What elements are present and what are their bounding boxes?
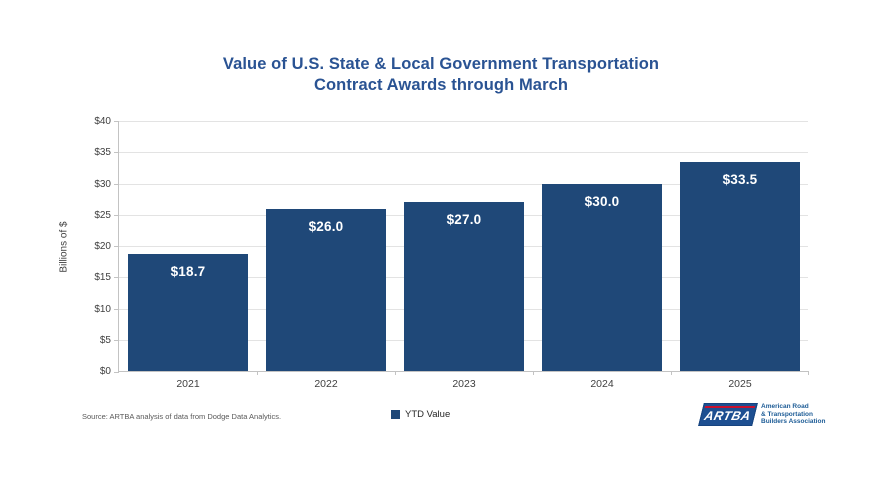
y-tick-mark [114, 339, 119, 341]
plot-area: $0 $5 $10 $15 $20 $25 $30 $35 $40 $18.7 2021 $26.0 2… [94, 116, 809, 390]
source-note: Source: ARTBA analysis of data from Dodg… [82, 412, 282, 421]
x-tick-label: 2025 [728, 378, 752, 390]
y-tick-mark [114, 152, 119, 154]
y-tick-label: $35 [94, 147, 111, 159]
y-tick-mark [114, 372, 119, 373]
y-tick-mark [114, 246, 119, 247]
legend-label: YTD Value [405, 409, 451, 420]
y-tick-label: $30 [94, 178, 111, 190]
gridline [119, 183, 808, 185]
bar-value-label: $33.5 [722, 171, 758, 187]
y-tick-mark [114, 121, 119, 122]
chart-title: Value of U.S. State & Local Government T… [0, 54, 882, 96]
y-tick-label: $40 [94, 116, 111, 127]
bar-2024: $30.0 [542, 183, 662, 371]
legend-swatch-icon [391, 410, 400, 419]
x-tick-label: 2024 [590, 378, 614, 390]
gridline [119, 121, 808, 122]
y-tick-mark [114, 277, 119, 279]
y-tick-label: $25 [94, 209, 111, 221]
y-tick-label: $15 [94, 272, 111, 284]
chart-title-line2: Contract Awards through March [313, 76, 569, 94]
artba-logo-acronym: ARTBA [702, 408, 753, 423]
artba-logo-text: American Road & Transportation Builders … [761, 403, 825, 426]
gridline [119, 152, 808, 154]
x-tick-label: 2023 [452, 378, 476, 390]
bar-2021: $18.7 [128, 254, 248, 371]
legend: YTD Value [391, 409, 450, 420]
artba-logo: ARTBA American Road & Transportation Bui… [698, 403, 825, 426]
bar-2022: $26.0 [266, 208, 386, 371]
chart-title-line1: Value of U.S. State & Local Government T… [222, 55, 660, 73]
x-tick-label: 2022 [314, 378, 338, 390]
y-tick-label: $10 [94, 303, 111, 315]
bar-value-label: $18.7 [170, 264, 206, 280]
bar-value-label: $30.0 [584, 193, 620, 209]
y-tick-label: $5 [99, 334, 111, 346]
x-tick-mark [257, 371, 258, 375]
x-tick-mark [533, 371, 534, 375]
artba-logo-mark-icon: ARTBA [698, 403, 758, 426]
x-tick-label: 2021 [176, 378, 200, 390]
bar-2023: $27.0 [404, 202, 524, 371]
artba-logo-text-line2: & Transportation [761, 410, 814, 418]
y-tick-mark [114, 183, 119, 185]
artba-logo-text-line3: Builders Association [761, 418, 826, 426]
x-tick-mark [808, 371, 809, 375]
y-tick-label: $0 [99, 366, 111, 377]
bar-value-label: $27.0 [446, 212, 482, 228]
x-tick-mark [395, 371, 396, 375]
y-tick-mark [114, 308, 119, 310]
x-tick-mark [671, 371, 672, 375]
bar-value-label: $26.0 [308, 218, 344, 234]
y-tick-mark [114, 214, 119, 216]
bar-2025: $33.5 [680, 161, 800, 371]
y-tick-label: $20 [94, 241, 111, 252]
artba-logo-text-line1: American Road [761, 403, 809, 411]
